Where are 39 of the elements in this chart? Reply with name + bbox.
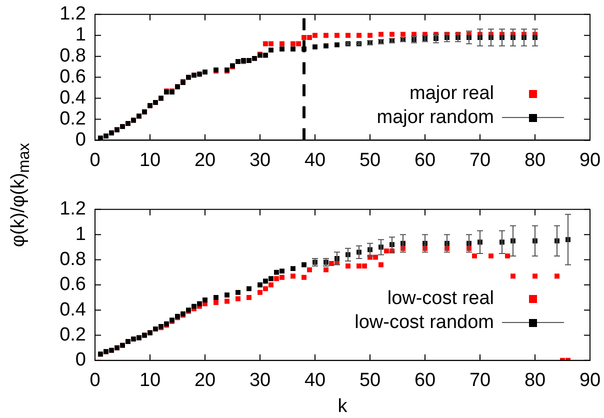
y-tick-label: 1 [75, 224, 86, 245]
y-tick-label: 0.4 [60, 88, 86, 108]
x-tick-label: 60 [414, 150, 436, 171]
x-tick-label: 50 [359, 150, 381, 171]
y-tick-label: 0.6 [60, 274, 86, 296]
x-tick-label: 10 [139, 370, 161, 392]
legend-label: major real [410, 82, 494, 106]
x-tick-label: 0 [90, 370, 100, 392]
x-tick-label: 90 [579, 150, 601, 171]
x-tick-label: 70 [469, 150, 491, 171]
y-tick-label: 1.2 [60, 4, 86, 25]
x-tick-label: 80 [524, 370, 546, 392]
y-tick-label: 0 [75, 129, 86, 150]
x-tick-label: 80 [524, 150, 546, 171]
x-tick-label: 10 [139, 150, 161, 171]
x-tick-label: 90 [579, 370, 601, 392]
legend-label: major random [376, 106, 494, 130]
legend-label: low-cost random [354, 311, 494, 335]
y-tick-label: 1 [75, 24, 86, 46]
y-tick-label: 0.8 [60, 46, 86, 67]
x-tick-label: 60 [414, 370, 436, 392]
x-tick-label: 40 [304, 150, 326, 171]
x-tick-label: 20 [194, 370, 216, 392]
x-tick-label: 40 [304, 370, 326, 392]
x-tick-label: 30 [249, 150, 271, 171]
y-tick-label: 0.2 [60, 324, 86, 346]
x-tick-label: 20 [194, 150, 216, 171]
y-tick-label: 0.6 [60, 66, 86, 88]
y-tick-label: 0.2 [60, 108, 86, 130]
x-axis-title: k [338, 396, 348, 417]
x-tick-label: 70 [469, 370, 491, 392]
y-tick-label: 0 [75, 350, 86, 371]
x-tick-label: 0 [90, 150, 100, 171]
legend-label: low-cost real [387, 287, 494, 311]
x-tick-label: 50 [359, 370, 381, 392]
y-tick-label: 1.2 [60, 198, 86, 220]
y-tick-label: 0.4 [60, 299, 86, 320]
x-tick-label: 30 [249, 370, 271, 392]
y-tick-label: 0.8 [60, 248, 86, 270]
